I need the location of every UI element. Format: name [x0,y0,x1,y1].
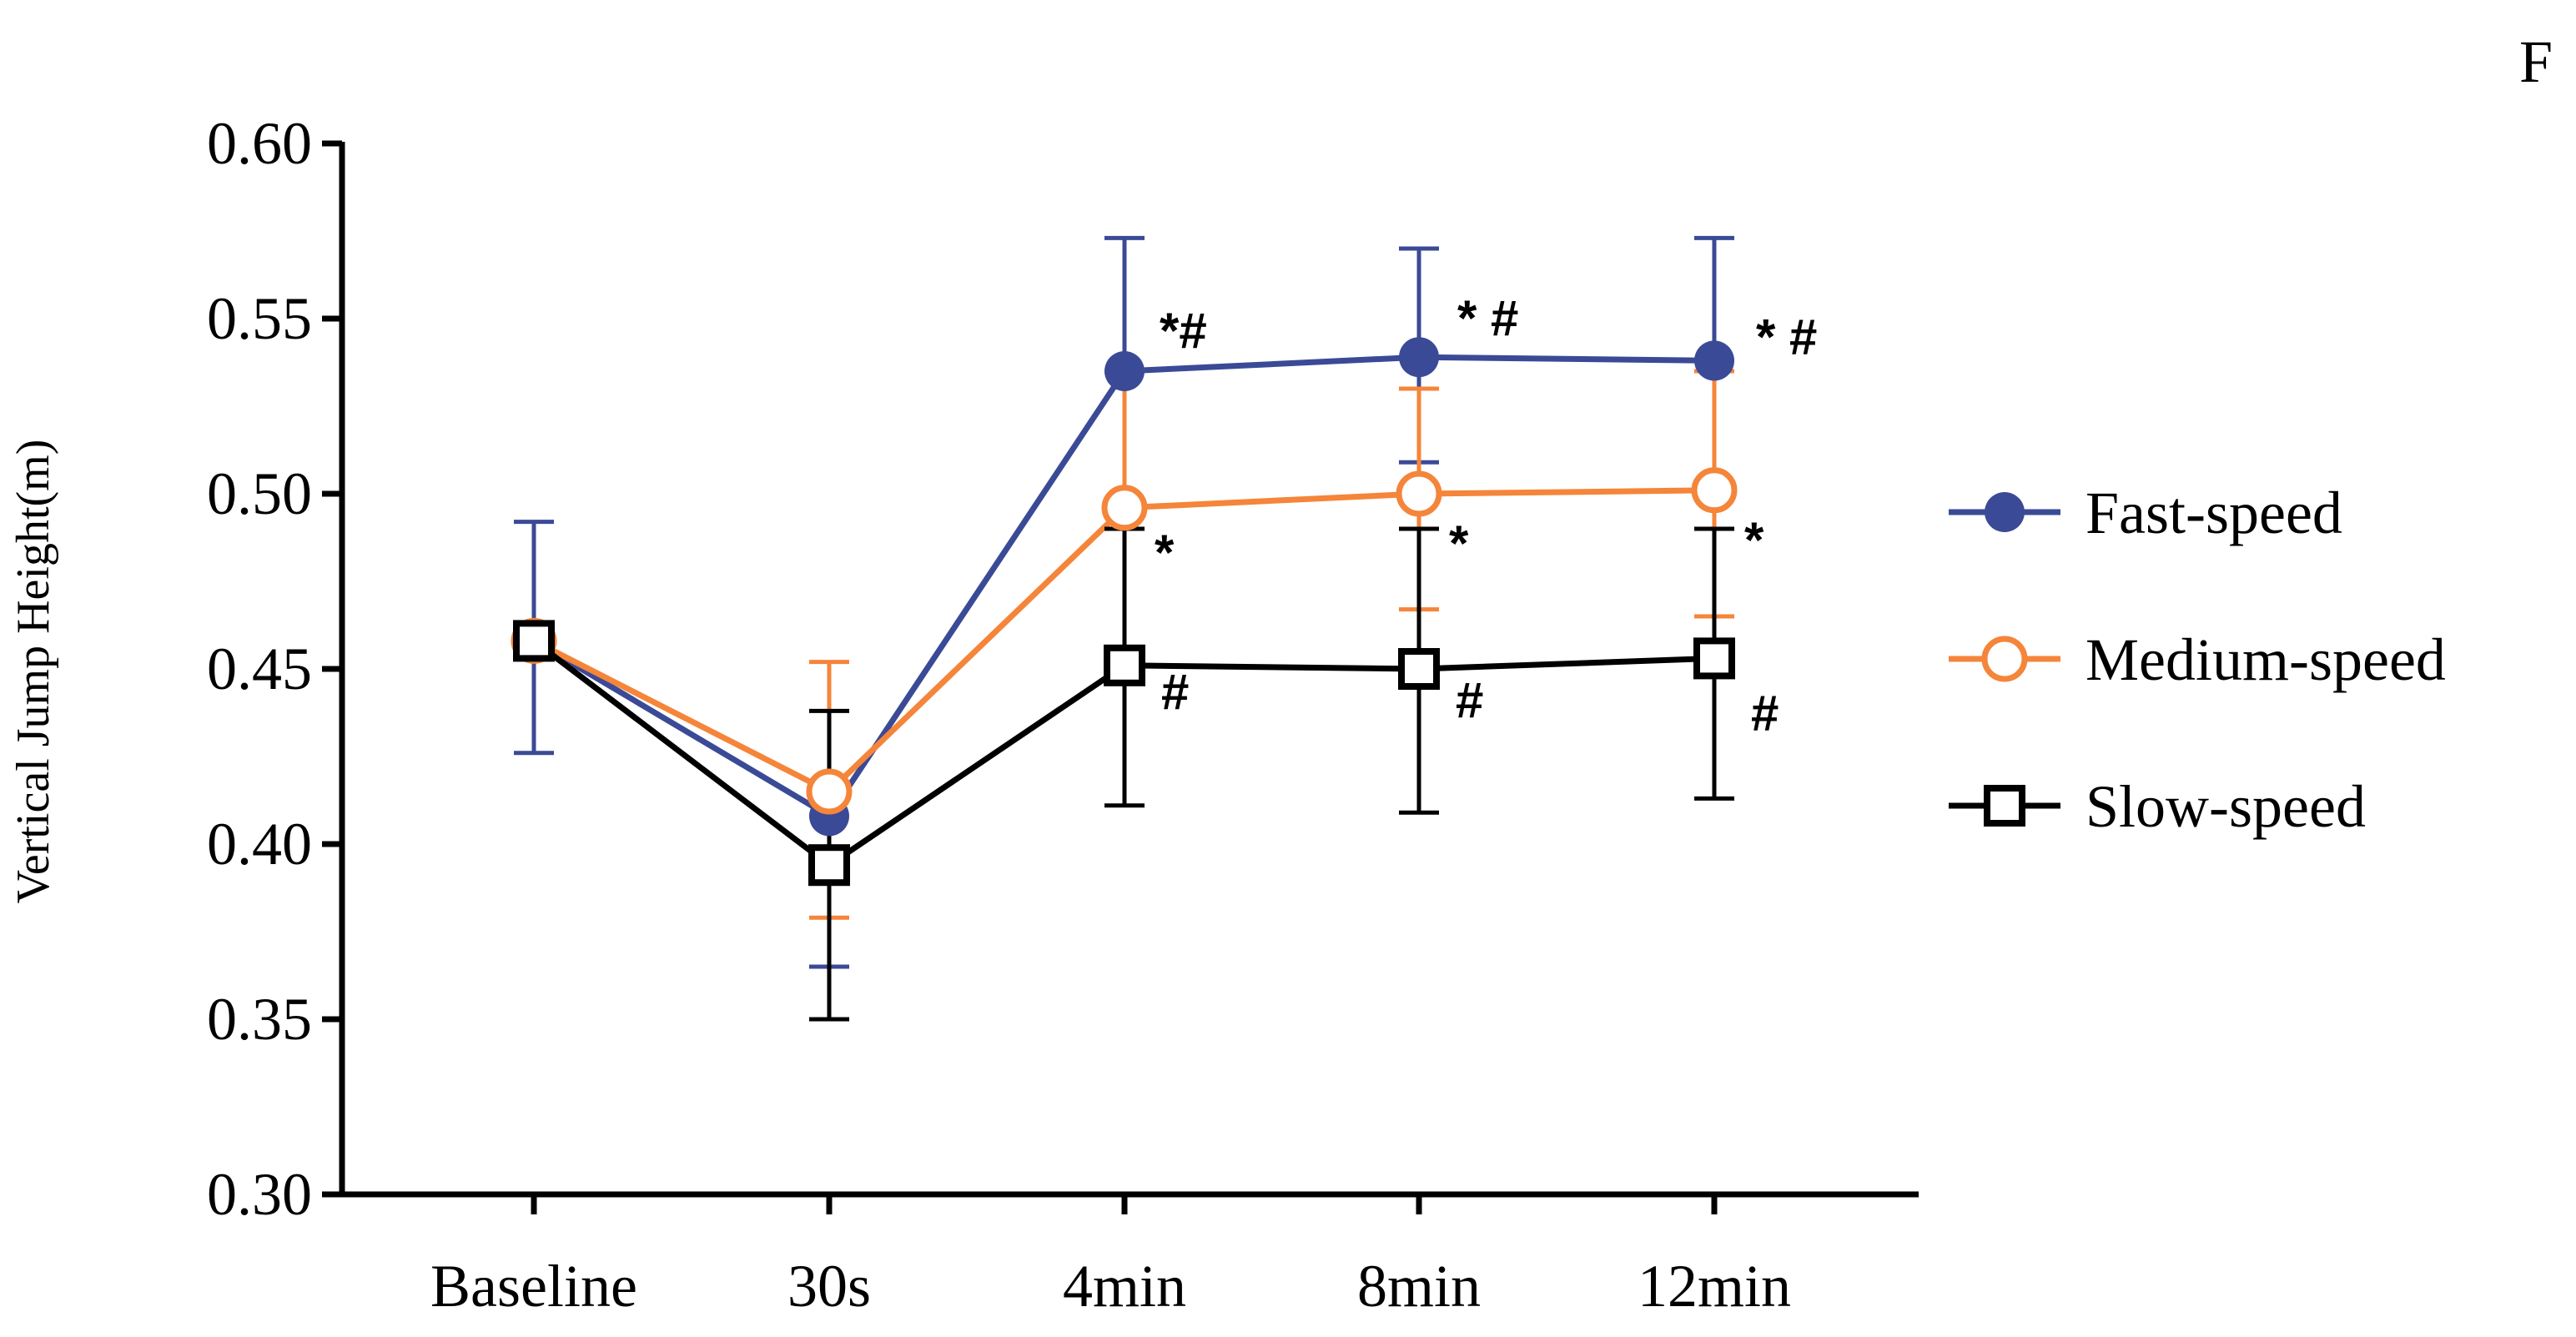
significance-marker: * [1744,512,1764,568]
data-point [1396,470,1442,517]
significance-marker: * # [1756,309,1817,364]
legend-label: Fast-speed [2085,480,2342,546]
panel-label: F [2519,28,2553,95]
data-point [1693,637,1735,680]
data-point [1691,467,1738,514]
x-tick-label: 12min [1638,1253,1791,1319]
data-point [1981,636,2028,682]
data-point [808,844,850,887]
axes: 0.30 0.35 0.40 0.45 0.50 0.55 0.60 Baseline 30s 4… [207,110,1919,1319]
data-point [1101,485,1148,531]
y-tick-label: 0.40 [207,811,312,877]
significance-marker: * [1449,515,1469,571]
data-point [1104,351,1145,391]
y-tick-label: 0.45 [207,636,312,702]
data-point [806,768,853,815]
y-tick-label: 0.35 [207,986,312,1053]
significance-annotations: *# * # * #* * *# # # [1155,290,1817,741]
data-point [1104,644,1145,686]
data-point [1399,337,1439,378]
y-tick-label: 0.50 [207,460,312,527]
data-point [1398,648,1440,690]
significance-marker: * [1155,525,1175,581]
significance-marker: * # [1457,290,1518,346]
data-point [1985,492,2025,532]
y-tick-label: 0.55 [207,285,312,352]
y-tick-label: 0.60 [207,110,312,177]
significance-marker: *# [1160,303,1207,359]
x-tick-label: 4min [1063,1253,1186,1319]
legend-label: Slow-speed [2085,773,2366,840]
y-axis-label: Vertical Jump Height(m) [8,440,59,904]
legend: Fast-speed Medium-speed Slow-speed [1949,480,2446,840]
markers [511,337,1738,887]
y-tick-label: 0.30 [207,1161,312,1228]
data-point [513,620,555,662]
data-point [1694,340,1734,381]
significance-marker: # [1751,685,1779,741]
x-tick-label: 30s [787,1253,871,1319]
legend-label: Medium-speed [2085,626,2446,693]
significance-marker: # [1161,664,1189,720]
x-tick-label: 8min [1357,1253,1481,1319]
x-tick-label: Baseline [430,1253,637,1319]
data-point [1984,785,2025,827]
significance-marker: # [1456,672,1483,728]
